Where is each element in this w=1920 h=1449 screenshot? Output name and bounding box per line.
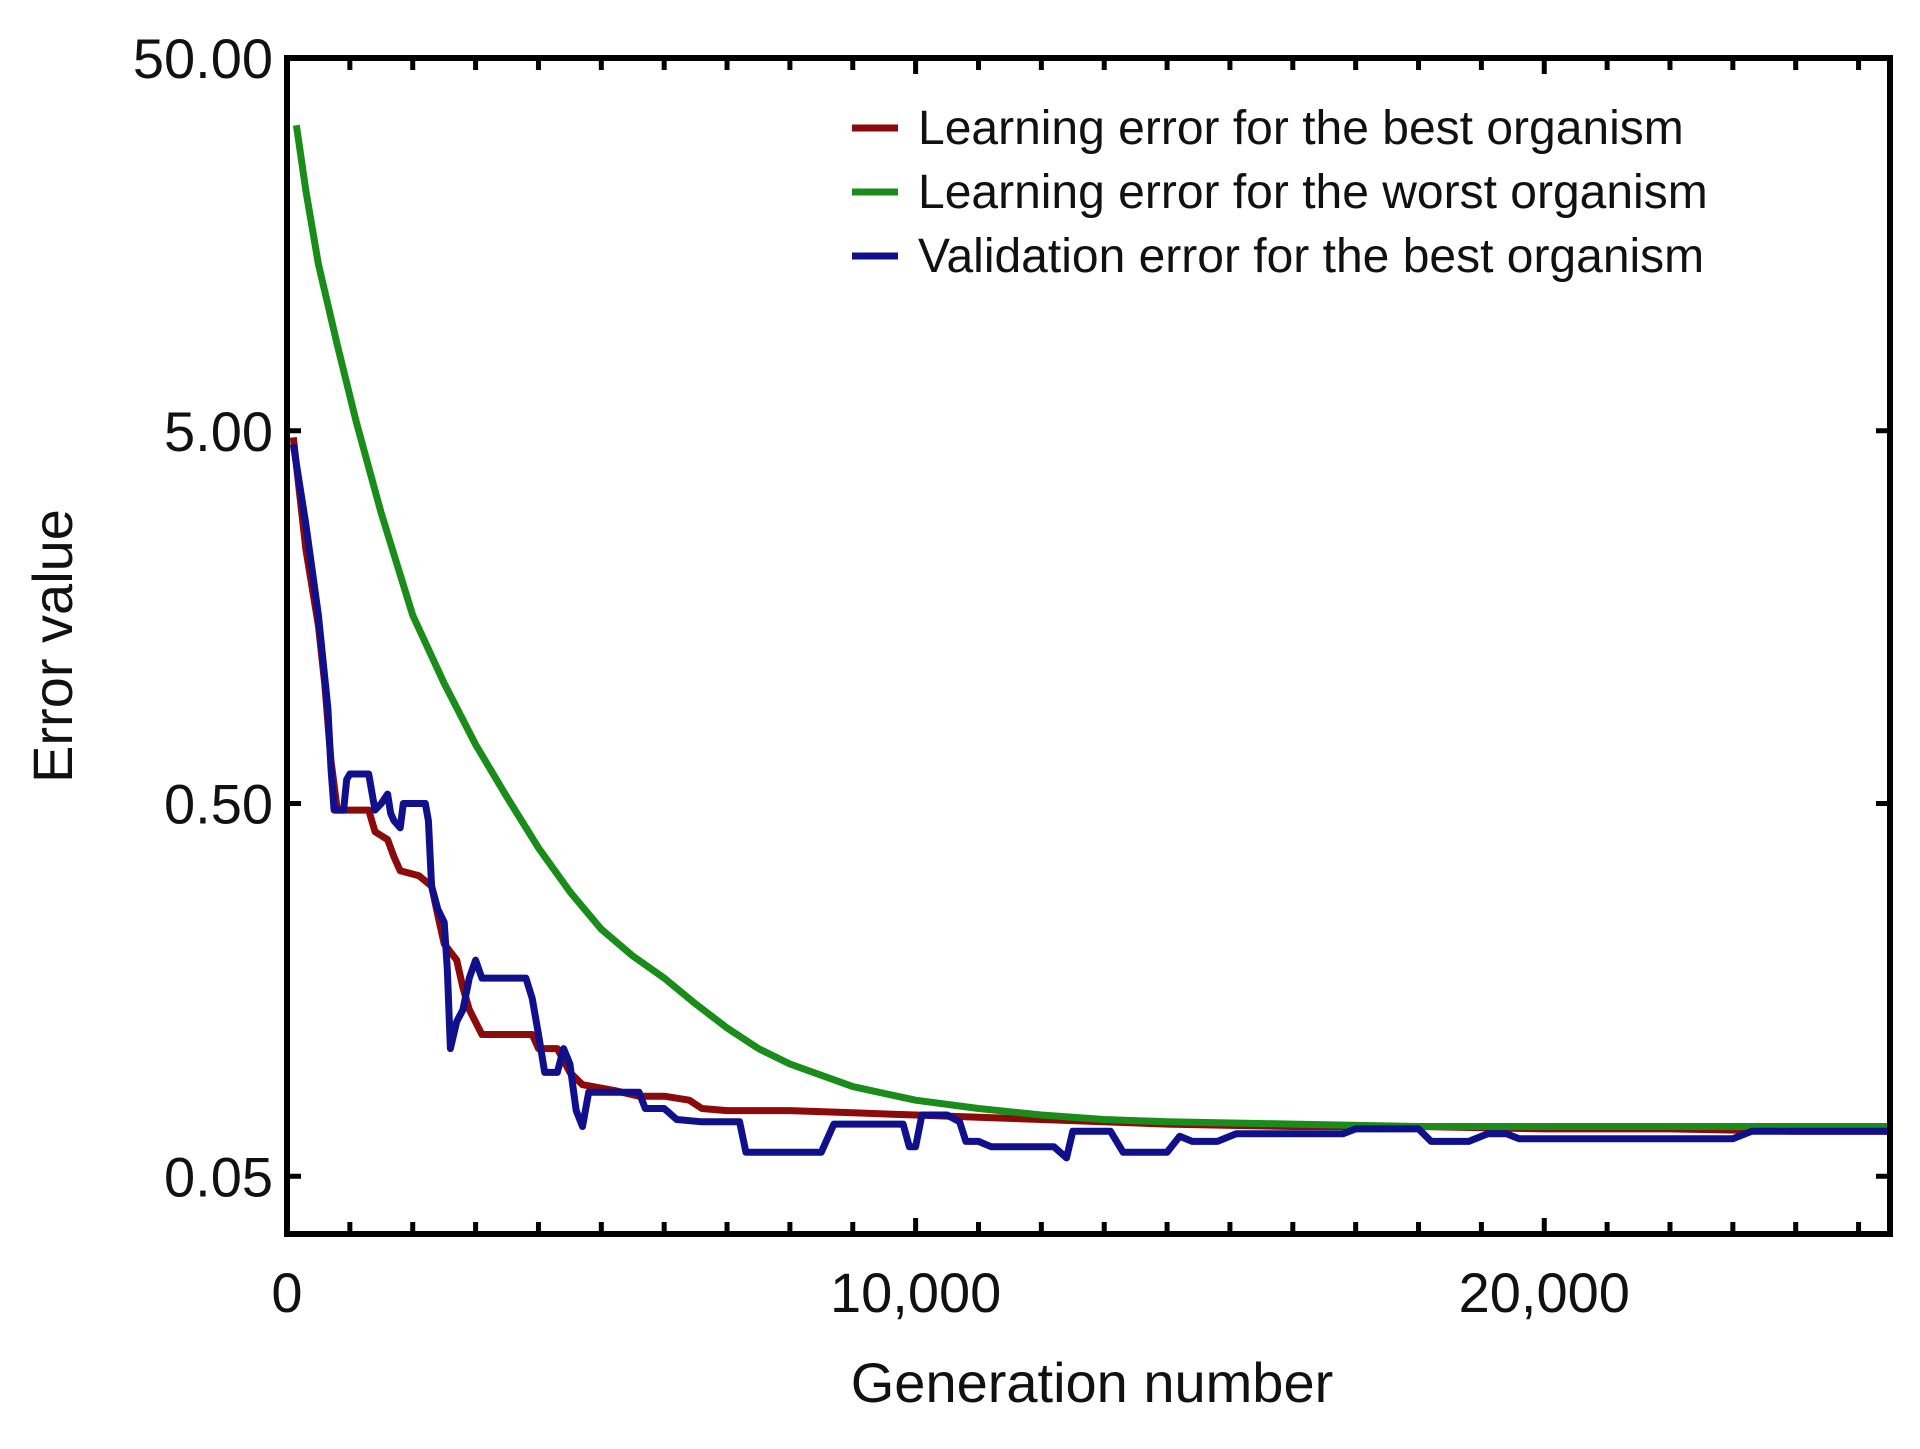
legend-label-3: Validation error for the best organism xyxy=(918,230,1704,283)
legend-label-2: Learning error for the worst organism xyxy=(918,166,1708,219)
legend: Learning error for the best organism Lear… xyxy=(852,102,1708,283)
x-axis-title: Generation number xyxy=(851,1351,1334,1414)
x-tick-label: 10,000 xyxy=(830,1261,1001,1324)
y-axis-ticks: 0.05 0.50 5.00 50.00 xyxy=(133,27,1890,1208)
x-axis-ticks: 0 10,000 20,000 xyxy=(271,58,1862,1324)
y-tick-label: 5.00 xyxy=(164,400,273,463)
y-tick-label: 0.05 xyxy=(164,1145,273,1208)
series-line-1 xyxy=(289,437,1890,1135)
series-line-2 xyxy=(292,124,1890,1130)
plot-frame xyxy=(284,55,1893,1237)
y-axis-title: Error value xyxy=(21,509,84,783)
legend-label-1: Learning error for the best organism xyxy=(918,102,1684,155)
y-tick-label: 0.50 xyxy=(164,773,273,836)
x-tick-label: 20,000 xyxy=(1459,1261,1630,1324)
x-tick-label: 0 xyxy=(271,1261,302,1324)
y-tick-label: 50.00 xyxy=(133,27,273,90)
series-group xyxy=(289,124,1890,1162)
series-line-3 xyxy=(289,443,1890,1162)
